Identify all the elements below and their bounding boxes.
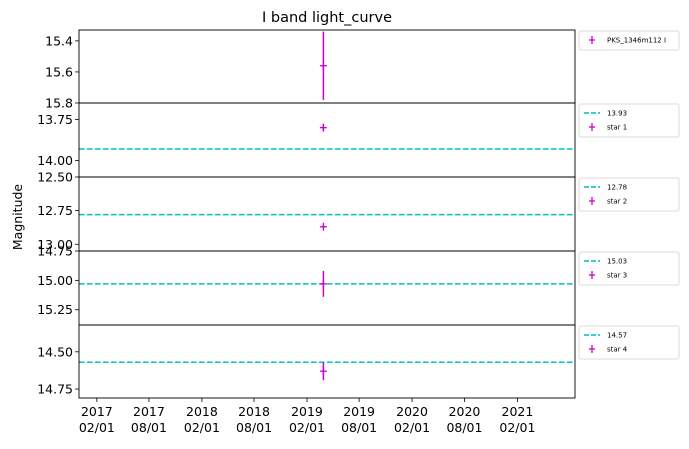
legend-panel-3: 12.78 star 2 <box>578 177 680 212</box>
x-tick-label-year: 2018 <box>238 404 270 419</box>
x-tick-label-date: 02/01 <box>289 420 325 435</box>
x-tick-label-year: 2017 <box>81 404 113 419</box>
x-tick-label-year: 2019 <box>343 404 375 419</box>
legends-group: PKS_1346m112 I 13.93 star 1 12.78 star 2 15.0… <box>578 30 680 360</box>
y-tick-label: 15.8 <box>45 96 73 111</box>
y-tick-label: 12.75 <box>37 203 73 218</box>
x-tick-label-date: 02/01 <box>394 420 430 435</box>
x-tick-label-year: 2020 <box>396 404 428 419</box>
x-tick-label-date: 02/01 <box>184 420 220 435</box>
x-tick-label-year: 2019 <box>291 404 323 419</box>
legend-panel-5: 14.57 star 4 <box>578 325 680 360</box>
panels-group: 15.415.615.813.7514.0012.5012.7513.0014.… <box>37 29 576 399</box>
panel-frame <box>78 29 576 104</box>
legend-panel-1: PKS_1346m112 I <box>578 30 680 51</box>
legend-panel-4: 15.03 star 3 <box>578 251 680 286</box>
x-tick-label-date: 08/01 <box>446 420 482 435</box>
panel-frame <box>78 324 576 399</box>
y-tick-label: 15.6 <box>45 64 73 79</box>
legend-box <box>578 325 680 360</box>
panel-3: 12.50 12.75 13.00 <box>37 170 576 252</box>
legend-label: 14.57 <box>607 332 627 340</box>
x-tick-label-date: 02/01 <box>499 420 535 435</box>
x-tick-label-date: 02/01 <box>79 420 115 435</box>
panel-4: 14.75 15.00 15.25 <box>37 244 576 326</box>
x-tick-label-year: 2020 <box>449 404 481 419</box>
x-tick-label-date: 08/01 <box>341 420 377 435</box>
x-tick-label-date: 08/01 <box>236 420 272 435</box>
x-tick-label-year: 2018 <box>186 404 218 419</box>
y-tick-label: 14.00 <box>37 153 73 168</box>
legend-label: 15.03 <box>607 258 627 266</box>
legend-box <box>578 103 680 138</box>
legend-label: PKS_1346m112 I <box>607 37 666 45</box>
legend-label: 13.93 <box>607 110 627 118</box>
y-tick-label: 15.25 <box>37 302 73 317</box>
y-tick-label: 14.75 <box>37 382 73 397</box>
legend-label: 12.78 <box>607 184 627 192</box>
x-tick-label-year: 2017 <box>133 404 165 419</box>
legend-box <box>578 177 680 212</box>
y-tick-label: 12.50 <box>37 170 73 185</box>
y-tick-label: 14.50 <box>37 344 73 359</box>
y-tick-label: 15.4 <box>45 33 73 48</box>
legend-box <box>578 251 680 286</box>
panel-1: 15.4 15.6 15.8 <box>45 29 576 111</box>
legend-label: star 1 <box>607 124 627 132</box>
y-tick-label: 13.00 <box>37 237 73 252</box>
legend-label: star 4 <box>607 346 628 354</box>
x-axis: 201702/01201708/01201802/01201808/012019… <box>79 398 535 435</box>
panel-frame <box>78 250 576 326</box>
panel-2: 13.75 14.00 <box>37 102 576 178</box>
panel-frame <box>78 102 576 178</box>
x-tick-label-year: 2021 <box>502 404 534 419</box>
legend-panel-2: 13.93 star 1 <box>578 103 680 138</box>
x-tick-label-date: 08/01 <box>131 420 167 435</box>
legend-label: star 2 <box>607 198 627 206</box>
legend-box <box>578 30 680 51</box>
y-tick-label: 15.00 <box>37 273 73 288</box>
y-axis-label: Magnitude <box>10 184 25 251</box>
legend-label: star 3 <box>607 272 627 280</box>
panel-5: 14.50 14.75 <box>37 324 576 399</box>
y-tick-label: 13.75 <box>37 112 73 127</box>
y-tick-label: 14.75 <box>37 244 73 259</box>
chart-title: I band light_curve <box>262 10 392 26</box>
